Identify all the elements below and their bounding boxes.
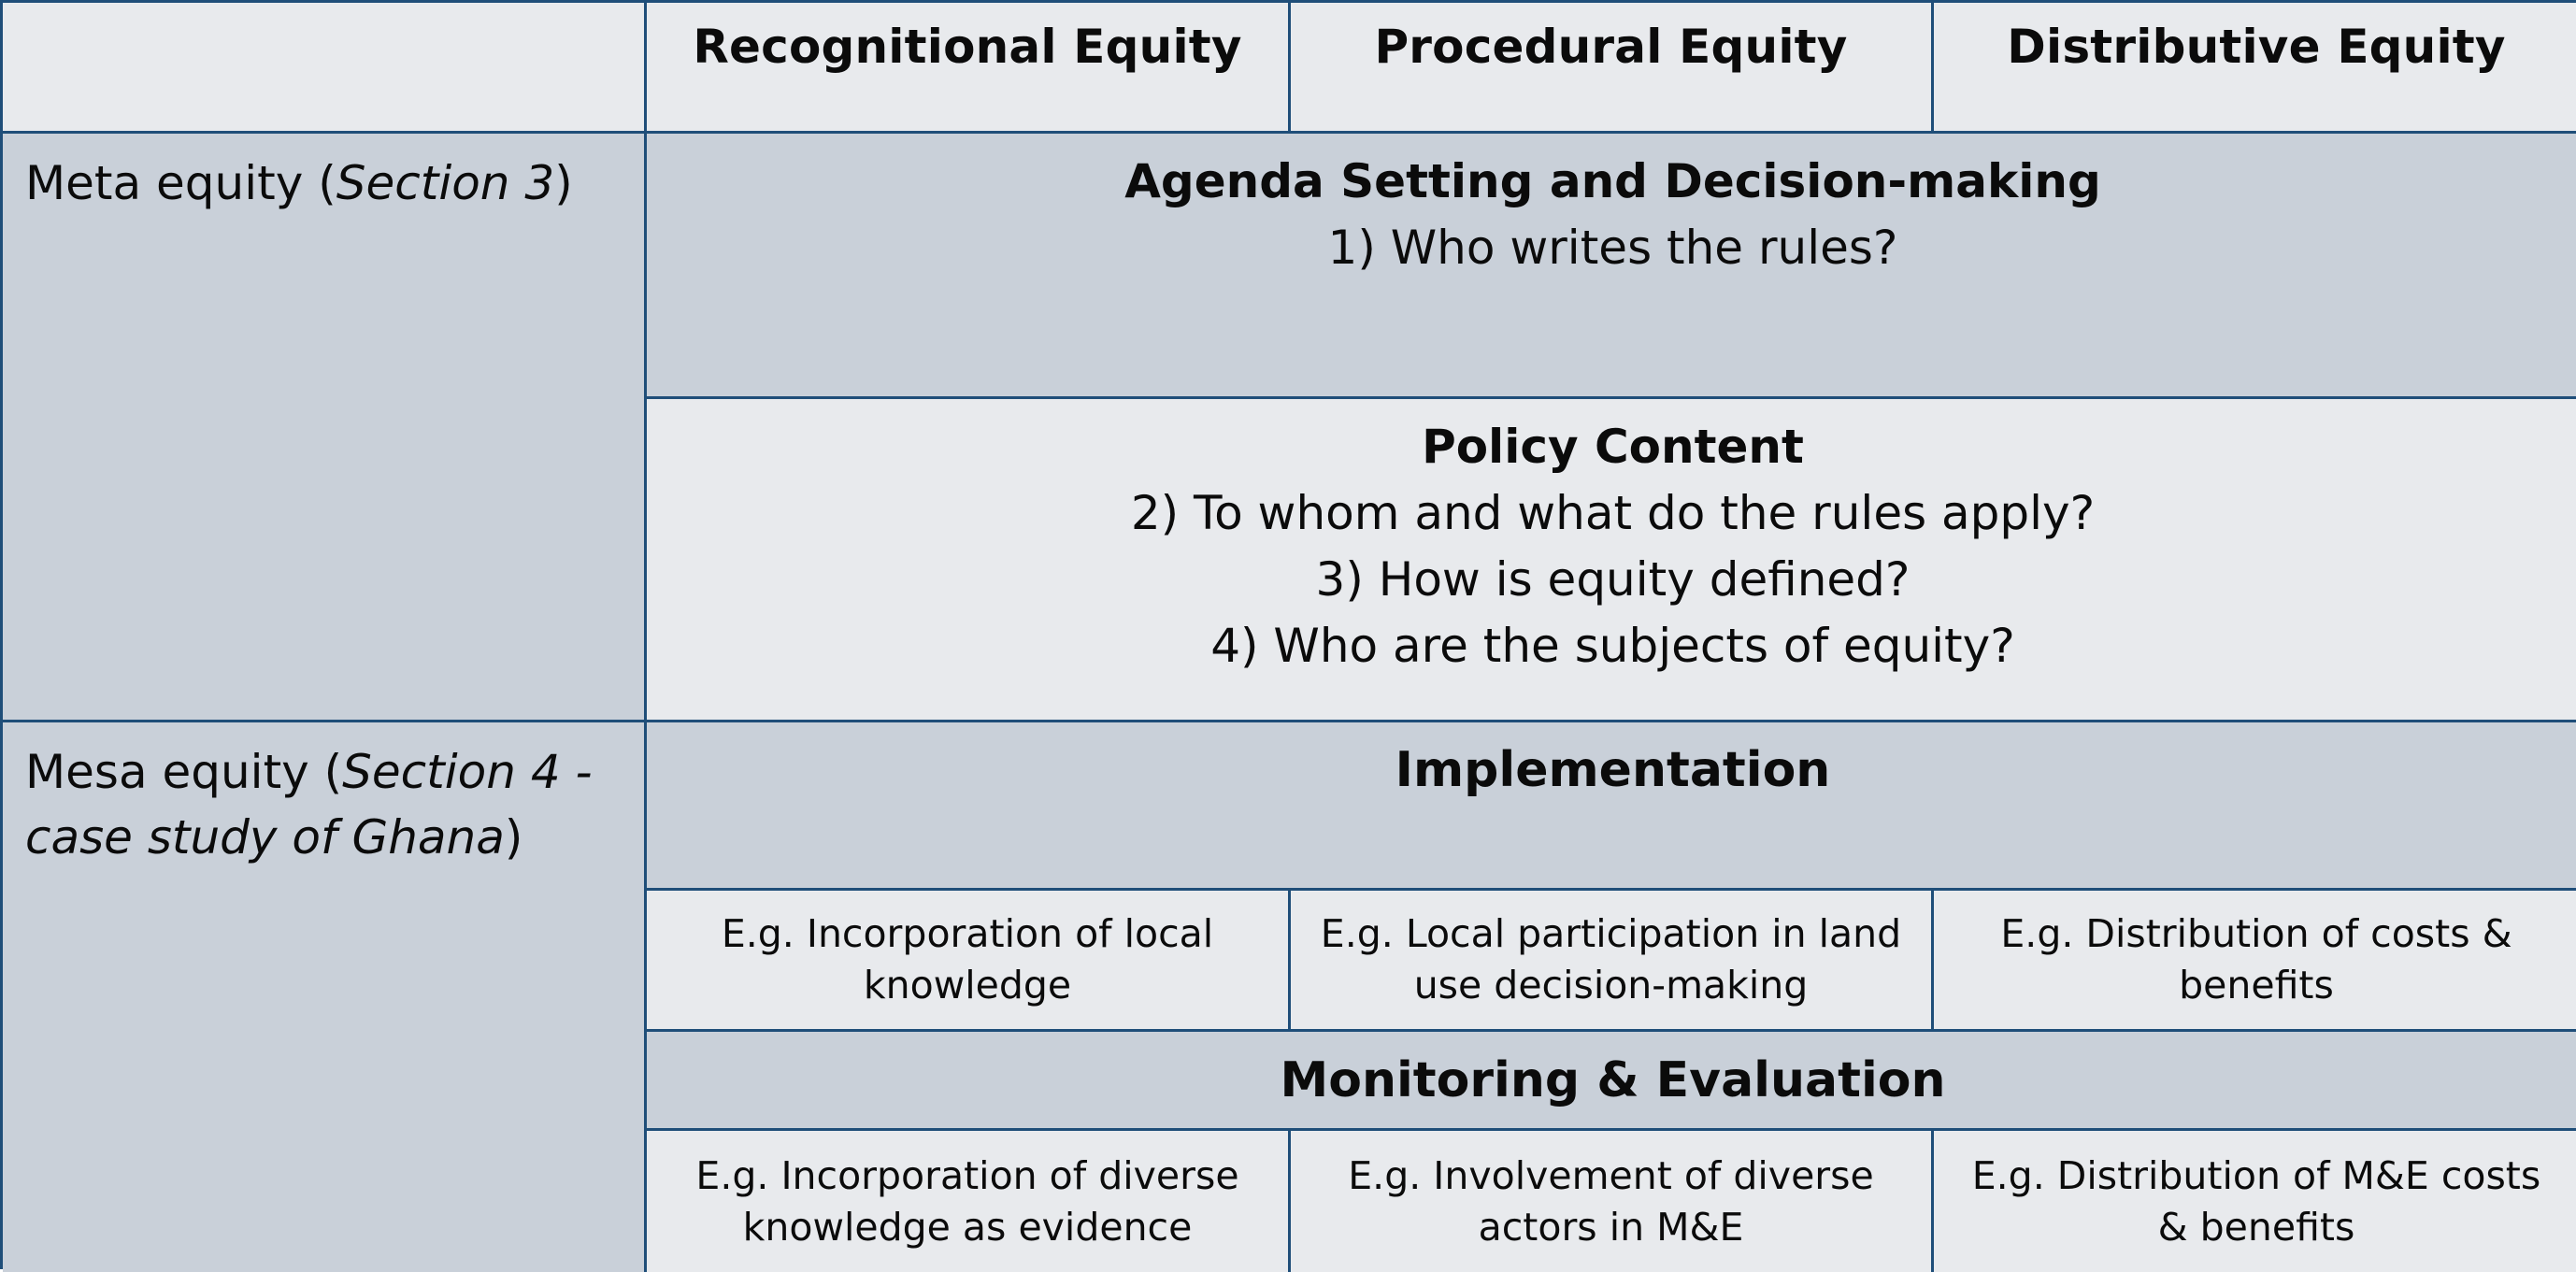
mesa-label-suffix: ) (504, 810, 523, 865)
column-header-recognitional: Recognitional Equity (647, 3, 1291, 134)
mesa-label-prefix: Mesa equity ( (25, 745, 343, 799)
policy-content-title: Policy Content (1422, 420, 1804, 474)
agenda-setting-title: Agenda Setting and Decision-making (1124, 154, 2101, 208)
meta-label-prefix: Meta equity ( (25, 156, 336, 210)
corner-cell (3, 3, 647, 134)
implementation-band: Implementation (647, 722, 2576, 891)
monitoring-evaluation-band: Monitoring & Evaluation (647, 1032, 2576, 1131)
implementation-title: Implementation (1395, 742, 1831, 798)
monitoring-evaluation-title: Monitoring & Evaluation (1280, 1051, 1946, 1108)
policy-content-band: Policy Content 2) To whom and what do th… (647, 399, 2576, 722)
column-header-procedural: Procedural Equity (1291, 3, 1934, 134)
monitoring-example-procedural: E.g. Involvement of diverse actors in M&… (1291, 1131, 1934, 1272)
mesa-label-section: Section 4 - case study of Ghana (25, 745, 593, 865)
column-header-distributive: Distributive Equity (1934, 3, 2576, 134)
meta-label-suffix: ) (554, 156, 573, 210)
implementation-example-recognitional: E.g. Incorporation of local knowledge (647, 891, 1291, 1032)
meta-label-section: Section 3 (336, 156, 555, 210)
policy-question: 2) To whom and what do the rules apply? (1130, 486, 2096, 540)
implementation-example-procedural: E.g. Local participation in land use dec… (1291, 891, 1934, 1032)
implementation-example-distributive: E.g. Distribution of costs & benefits (1934, 891, 2576, 1032)
agenda-setting-band: Agenda Setting and Decision-making 1) Wh… (647, 134, 2576, 399)
row-header-meta-equity: Meta equity (Section 3) (3, 134, 647, 722)
policy-question: 4) Who are the subjects of equity? (1210, 619, 2015, 673)
agenda-question: 1) Who writes the rules? (1327, 221, 1898, 275)
row-header-mesa-equity: Mesa equity (Section 4 - case study of G… (3, 722, 647, 1272)
monitoring-example-recognitional: E.g. Incorporation of diverse knowledge … (647, 1131, 1291, 1272)
monitoring-example-distributive: E.g. Distribution of M&E costs & benefit… (1934, 1131, 2576, 1272)
policy-question: 3) How is equity defined? (1315, 552, 1911, 607)
